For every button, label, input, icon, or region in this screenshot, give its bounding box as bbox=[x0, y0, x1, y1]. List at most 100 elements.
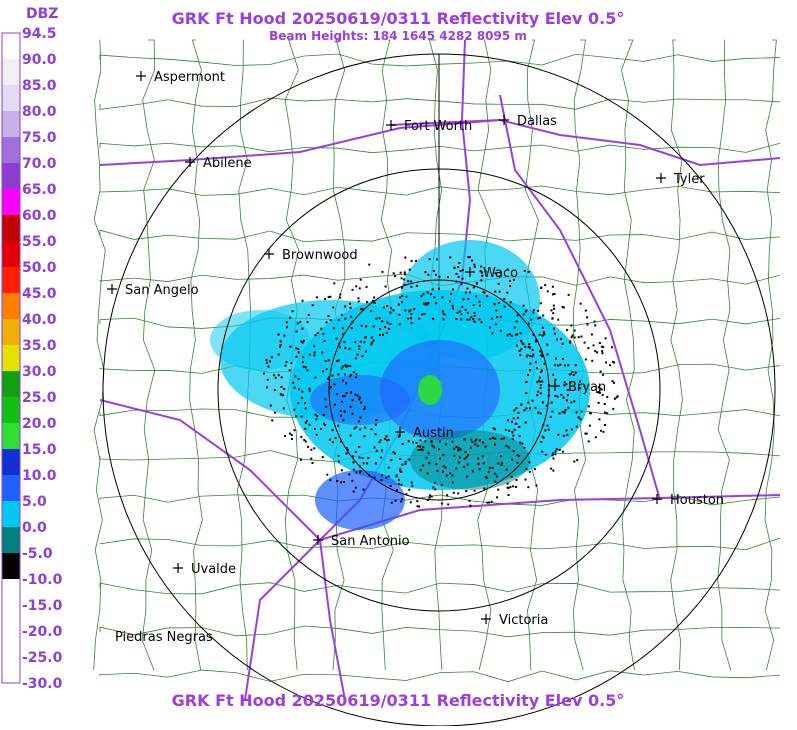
echo-speckle bbox=[348, 473, 351, 476]
echo-speckle bbox=[539, 392, 542, 395]
echo-speckle bbox=[465, 456, 468, 459]
echo-speckle bbox=[422, 293, 425, 296]
echo-speckle bbox=[571, 334, 574, 337]
echo-speckle bbox=[354, 450, 357, 453]
echo-speckle bbox=[457, 449, 460, 452]
echo-speckle bbox=[503, 437, 506, 440]
echo-speckle bbox=[466, 318, 469, 321]
legend-label: 65.0 bbox=[22, 182, 57, 198]
echo-speckle bbox=[308, 353, 311, 356]
echo-speckle bbox=[525, 467, 528, 470]
echo-speckle bbox=[493, 303, 496, 306]
echo-speckle bbox=[269, 404, 272, 407]
echo-speckle bbox=[485, 476, 488, 479]
echo-speckle bbox=[603, 423, 606, 426]
echo-speckle bbox=[493, 443, 496, 446]
highway bbox=[319, 539, 346, 701]
echo-speckle bbox=[457, 275, 460, 278]
echo-speckle bbox=[372, 339, 375, 342]
echo-speckle bbox=[363, 406, 366, 409]
echo-speckle bbox=[343, 373, 346, 376]
echo-speckle bbox=[288, 369, 291, 372]
echo-speckle bbox=[547, 428, 550, 431]
echo-speckle bbox=[340, 367, 343, 370]
legend-swatch bbox=[2, 215, 20, 241]
echo-speckle bbox=[431, 444, 434, 447]
echo-speckle bbox=[577, 336, 580, 339]
echo-speckle bbox=[299, 320, 302, 323]
legend-label: 70.0 bbox=[22, 156, 57, 172]
echo-speckle bbox=[527, 401, 530, 404]
echo-speckle bbox=[506, 334, 509, 337]
echo-speckle bbox=[316, 414, 319, 417]
echo-speckle bbox=[331, 374, 334, 377]
echo-speckle bbox=[324, 297, 327, 300]
echo-speckle bbox=[457, 266, 460, 269]
echo-speckle bbox=[362, 488, 365, 491]
echo-speckle bbox=[354, 341, 357, 344]
echo-speckle bbox=[525, 392, 528, 395]
echo-speckle bbox=[509, 301, 512, 304]
echo-speckle bbox=[446, 494, 449, 497]
echo-speckle bbox=[527, 322, 530, 325]
echo-speckle bbox=[543, 333, 546, 336]
echo-speckle bbox=[562, 396, 565, 399]
echo-speckle bbox=[451, 288, 454, 291]
echo-speckle bbox=[357, 420, 360, 423]
echo-speckle bbox=[424, 303, 427, 306]
legend-swatch bbox=[2, 241, 20, 267]
echo-speckle bbox=[387, 475, 390, 478]
echo-speckle bbox=[471, 259, 474, 262]
echo-speckle bbox=[529, 346, 532, 349]
echo-speckle bbox=[426, 472, 429, 475]
echo-speckle bbox=[530, 318, 533, 321]
echo-speckle bbox=[357, 297, 360, 300]
legend-swatch bbox=[2, 293, 20, 319]
echo-speckle bbox=[539, 354, 542, 357]
range-ring bbox=[328, 279, 550, 501]
echo-speckle bbox=[539, 384, 542, 387]
echo-speckle bbox=[516, 314, 519, 317]
echo-speckle bbox=[349, 306, 352, 309]
echo-speckle bbox=[390, 501, 393, 504]
footer-title: GRK Ft Hood 20250619/0311 Reflectivity E… bbox=[172, 691, 625, 710]
echo-speckle bbox=[518, 349, 521, 352]
echo-speckle bbox=[355, 376, 358, 379]
echo-speckle bbox=[365, 325, 368, 328]
echo-speckle bbox=[402, 278, 405, 281]
radar-echo bbox=[210, 240, 619, 530]
echo-speckle bbox=[271, 419, 274, 422]
echo-speckle bbox=[520, 348, 523, 351]
echo-speckle bbox=[473, 489, 476, 492]
echo-speckle bbox=[295, 347, 298, 350]
echo-speckle bbox=[543, 362, 546, 365]
echo-speckle bbox=[366, 301, 369, 304]
echo-speckle bbox=[600, 388, 603, 391]
echo-speckle bbox=[557, 433, 560, 436]
echo-speckle bbox=[374, 462, 377, 465]
echo-speckle bbox=[324, 423, 327, 426]
echo-speckle bbox=[541, 380, 544, 383]
echo-speckle bbox=[442, 465, 445, 468]
echo-speckle bbox=[482, 441, 485, 444]
echo-speckle bbox=[449, 472, 452, 475]
echo-speckle bbox=[435, 463, 438, 466]
echo-speckle bbox=[432, 269, 435, 272]
echo-speckle bbox=[537, 411, 540, 414]
city-marker bbox=[499, 115, 509, 125]
city-label: Fort Worth bbox=[404, 119, 472, 134]
echo-speckle bbox=[404, 256, 407, 259]
echo-speckle bbox=[496, 496, 499, 499]
echo-speckle bbox=[468, 291, 471, 294]
echo-speckle bbox=[551, 285, 554, 288]
echo-speckle bbox=[382, 306, 385, 309]
echo-speckle bbox=[425, 456, 428, 459]
echo-speckle bbox=[360, 324, 363, 327]
echo-speckle bbox=[437, 287, 440, 290]
echo-speckle bbox=[469, 446, 472, 449]
county-line bbox=[99, 669, 781, 683]
echo-speckle bbox=[415, 259, 418, 262]
echo-speckle bbox=[568, 373, 571, 376]
echo-speckle bbox=[350, 391, 353, 394]
echo-speckle bbox=[288, 432, 291, 435]
